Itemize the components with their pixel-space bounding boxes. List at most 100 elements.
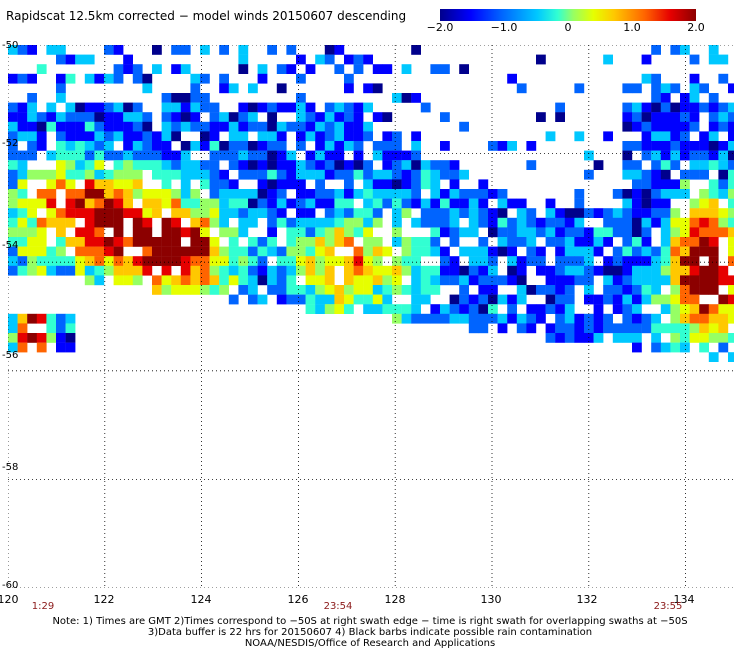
wind-cell	[200, 285, 210, 295]
wind-cell	[612, 323, 623, 334]
wind-difference-map	[8, 45, 734, 588]
wind-cell	[536, 227, 546, 238]
wind-cell	[17, 160, 28, 170]
wind-cell	[440, 141, 450, 151]
wind-cell	[257, 121, 268, 132]
wind-cell	[248, 217, 258, 228]
wind-cell	[142, 227, 153, 238]
wind-cell	[315, 121, 325, 132]
wind-cell	[401, 246, 412, 257]
wind-cell	[632, 83, 642, 94]
wind-cell	[190, 227, 201, 238]
wind-cell	[267, 246, 277, 257]
wind-cell	[372, 256, 383, 266]
wind-cell	[363, 275, 373, 286]
wind-cell	[593, 333, 604, 343]
wind-cell	[248, 169, 258, 180]
wind-cell	[728, 169, 734, 180]
wind-cell	[267, 150, 277, 161]
wind-cell	[132, 189, 143, 199]
wind-cell	[392, 208, 402, 218]
wind-cell	[27, 73, 37, 84]
wind-cell	[200, 198, 210, 209]
wind-cell	[574, 198, 585, 209]
wind-cell	[372, 237, 383, 247]
wind-cell	[430, 189, 441, 199]
wind-cell	[708, 208, 719, 218]
wind-cell	[17, 323, 28, 334]
wind-cell	[315, 246, 325, 257]
wind-cell	[276, 256, 287, 266]
wind-cell	[401, 237, 412, 247]
wind-cell	[219, 169, 229, 180]
wind-cell	[8, 131, 18, 142]
wind-cell	[190, 208, 201, 218]
wind-cell	[699, 323, 709, 334]
wind-cell	[171, 285, 181, 295]
wind-cell	[728, 246, 734, 257]
wind-cell	[296, 169, 306, 180]
wind-cell	[392, 160, 402, 170]
wind-cell	[363, 227, 373, 238]
wind-cell	[238, 45, 249, 55]
wind-cell	[718, 227, 729, 238]
wind-cell	[353, 141, 364, 151]
wind-cell	[488, 304, 498, 314]
wind-cell	[315, 285, 325, 295]
wind-cell	[276, 169, 287, 180]
wind-cell	[17, 265, 28, 276]
wind-cell	[526, 227, 537, 238]
wind-cell	[305, 150, 316, 161]
wind-cell	[660, 217, 671, 228]
wind-cell	[593, 304, 604, 314]
wind-cell	[382, 246, 393, 257]
wind-cell	[344, 285, 354, 295]
wind-cell	[699, 150, 709, 161]
wind-cell	[632, 265, 642, 276]
wind-cell	[171, 131, 181, 142]
wind-cell	[84, 246, 95, 257]
wind-cell	[238, 246, 249, 257]
wind-cell	[171, 189, 181, 199]
wind-cell	[17, 333, 28, 343]
wind-cell	[718, 169, 729, 180]
wind-cell	[94, 246, 105, 257]
wind-cell	[593, 160, 604, 170]
wind-cell	[84, 131, 95, 142]
wind-cell	[670, 189, 681, 199]
wind-cell	[161, 169, 172, 180]
wind-cell	[27, 169, 37, 180]
wind-cell	[699, 275, 709, 286]
wind-cell	[257, 198, 268, 209]
wind-cell	[660, 102, 671, 113]
wind-cell	[190, 93, 201, 103]
wind-cell	[430, 304, 441, 314]
wind-cell	[680, 333, 690, 343]
wind-cell	[459, 208, 469, 218]
wind-cell	[257, 131, 268, 142]
wind-cell	[430, 179, 441, 190]
wind-cell	[680, 275, 690, 286]
wind-cell	[142, 112, 153, 122]
wind-cell	[555, 313, 565, 324]
wind-cell	[228, 294, 239, 305]
wind-cell	[161, 227, 172, 238]
wind-cell	[132, 256, 143, 266]
wind-cell	[296, 189, 306, 199]
wind-cell	[94, 198, 105, 209]
wind-cell	[94, 141, 105, 151]
wind-cell	[641, 169, 652, 180]
wind-cell	[651, 131, 661, 142]
wind-cell	[65, 256, 76, 266]
wind-cell	[641, 275, 652, 286]
wind-cell	[468, 294, 479, 305]
wind-cell	[123, 275, 133, 286]
wind-cell	[651, 285, 661, 295]
wind-cell	[728, 189, 734, 199]
wind-cell	[430, 246, 441, 257]
wind-cell	[564, 237, 575, 247]
wind-cell	[334, 304, 345, 314]
wind-cell	[257, 64, 268, 74]
wind-cell	[372, 208, 383, 218]
wind-cell	[488, 189, 498, 199]
